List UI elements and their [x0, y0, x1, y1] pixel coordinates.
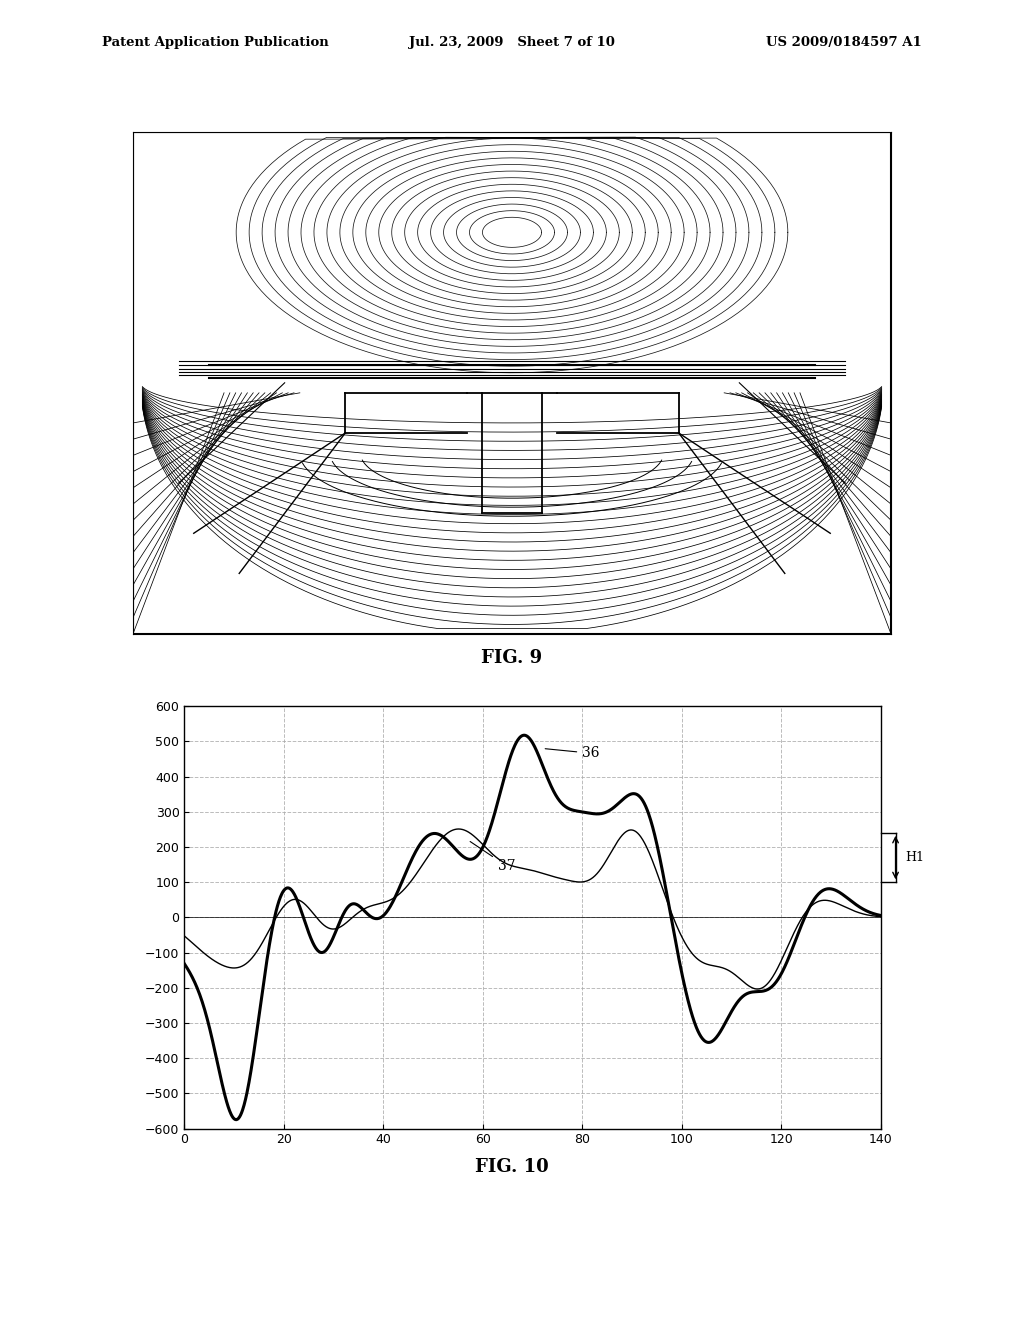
Text: 36: 36 — [545, 746, 600, 760]
Text: FIG. 10: FIG. 10 — [475, 1158, 549, 1176]
Text: 37: 37 — [470, 842, 515, 873]
Text: H1: H1 — [905, 851, 925, 865]
Text: FIG. 9: FIG. 9 — [481, 649, 543, 668]
Text: Patent Application Publication: Patent Application Publication — [102, 36, 329, 49]
Text: US 2009/0184597 A1: US 2009/0184597 A1 — [766, 36, 922, 49]
Text: Jul. 23, 2009   Sheet 7 of 10: Jul. 23, 2009 Sheet 7 of 10 — [409, 36, 615, 49]
